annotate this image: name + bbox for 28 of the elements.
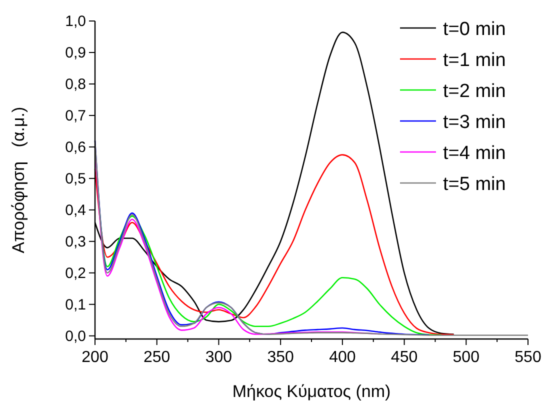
- y-tick-label: 0,6: [65, 138, 86, 156]
- x-tick-label: 400: [329, 349, 356, 366]
- x-tick-label: 250: [144, 349, 170, 366]
- legend-label: t=1 min: [443, 50, 506, 71]
- y-tick-label: 0,0: [65, 328, 86, 345]
- y-tick-label: 0,5: [65, 170, 86, 188]
- x-tick-label: 300: [205, 349, 232, 366]
- line-series: [94, 140, 529, 336]
- legend-label: t=5 min: [443, 174, 506, 195]
- y-tick-label: 0,8: [65, 76, 86, 93]
- x-tick-label: 450: [390, 349, 418, 366]
- y-tick-label: 0,7: [65, 107, 86, 124]
- legend-label: t=0 min: [443, 19, 506, 40]
- legend-label: t=4 min: [443, 143, 506, 164]
- y-tick-label: 0,4: [65, 202, 86, 219]
- y-tick-label: 0,3: [65, 233, 86, 250]
- y-tick-label: 0,1: [65, 296, 86, 314]
- legend-label: t=2 min: [443, 81, 506, 102]
- x-tick-label: 500: [452, 349, 480, 366]
- y-tick-label: 1,0: [65, 13, 86, 30]
- x-axis-title: Μήκος Κύματος (nm): [232, 382, 391, 401]
- y-tick-label: 0,9: [65, 44, 86, 62]
- legend-label: t=3 min: [443, 112, 506, 133]
- y-tick-label: 0,2: [65, 264, 86, 282]
- x-tick-label: 200: [82, 349, 108, 366]
- x-tick-label: 550: [514, 349, 542, 366]
- y-axis-title: Απορόφηση (α.μ.): [9, 106, 28, 254]
- x-tick-label: 350: [267, 349, 294, 366]
